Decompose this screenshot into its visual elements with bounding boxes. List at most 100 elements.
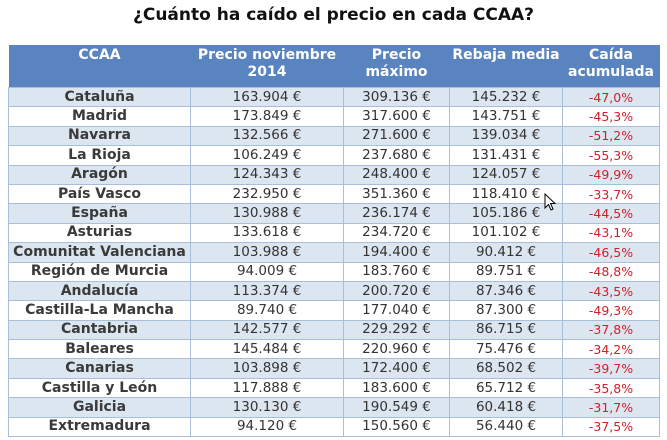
price-cell: 139.034 € (449, 125, 563, 147)
table-row: País Vasco 232.950 €351.360 €118.410 € -33… (8, 183, 660, 205)
price-cell: 124.343 € (190, 164, 344, 185)
price-cell: 94.009 € (190, 261, 344, 282)
price-cell: 271.600 € (343, 125, 450, 147)
table-row: Región de Murcia 94.009 €183.760 €89.751 … (8, 261, 660, 282)
table-row: Castilla y León 117.888 €183.600 €65.712 … (8, 377, 660, 399)
price-cell: 103.988 € (190, 242, 344, 263)
drop-percent-cell: -43,1% (562, 222, 660, 244)
price-cell: 150.560 € (343, 416, 450, 438)
region-name-cell: España (8, 203, 191, 224)
price-cell: 172.400 € (343, 358, 450, 379)
column-header: Precio máximo (343, 45, 450, 88)
price-cell: 163.904 € (190, 86, 344, 108)
price-cell: 132.566 € (190, 125, 344, 147)
price-cell: 113.374 € (190, 280, 344, 302)
region-name-cell: Madrid (8, 106, 191, 127)
drop-percent-cell: -45,3% (562, 106, 660, 127)
price-cell: 56.440 € (449, 416, 563, 438)
price-cell: 200.720 € (343, 280, 450, 302)
price-cell: 105.186 € (449, 203, 563, 224)
price-cell: 177.040 € (343, 300, 450, 321)
drop-percent-cell: -44,5% (562, 203, 660, 224)
price-cell: 248.400 € (343, 164, 450, 185)
price-cell: 118.410 € (449, 183, 563, 205)
price-cell: 190.549 € (343, 397, 450, 418)
drop-percent-cell: -35,8% (562, 377, 660, 399)
region-name-cell: Región de Murcia (8, 261, 191, 282)
mouse-cursor-icon (544, 193, 557, 211)
column-header: Caída acumulada (562, 45, 660, 88)
price-cell: 234.720 € (343, 222, 450, 244)
region-name-cell: Castilla y León (8, 377, 191, 399)
drop-percent-cell: -49,9% (562, 164, 660, 185)
table-row: Castilla-La Mancha 89.740 €177.040 €87.30… (8, 300, 660, 321)
drop-percent-cell: -51,2% (562, 125, 660, 147)
header-row: CCAA Precio noviembre 2014 Precio máximo Re… (8, 45, 660, 88)
drop-percent-cell: -34,2% (562, 339, 660, 360)
region-name-cell: Aragón (8, 164, 191, 185)
region-name-cell: La Rioja (8, 145, 191, 166)
price-cell: 145.484 € (190, 339, 344, 360)
price-cell: 101.102 € (449, 222, 563, 244)
drop-percent-cell: -47,0% (562, 86, 660, 108)
region-name-cell: Galicia (8, 397, 191, 418)
region-name-cell: Navarra (8, 125, 191, 147)
price-cell: 309.136 € (343, 86, 450, 108)
table-row: Baleares 145.484 €220.960 €75.476 € -34,2% (8, 339, 660, 360)
price-cell: 130.988 € (190, 203, 344, 224)
price-cell: 60.418 € (449, 397, 563, 418)
region-name-cell: País Vasco (8, 183, 191, 205)
price-cell: 173.849 € (190, 106, 344, 127)
table-row: Asturias 133.618 €234.720 €101.102 € -43,1… (8, 222, 660, 244)
price-cell: 89.751 € (449, 261, 563, 282)
price-cell: 131.431 € (449, 145, 563, 166)
region-name-cell: Extremadura (8, 416, 191, 438)
column-header: Precio noviembre 2014 (190, 45, 344, 88)
price-cell: 145.232 € (449, 86, 563, 108)
drop-percent-cell: -31,7% (562, 397, 660, 418)
price-cell: 124.057 € (449, 164, 563, 185)
ccaa-price-table: CCAA Precio noviembre 2014 Precio máximo Re… (8, 45, 660, 438)
drop-percent-cell: -37,5% (562, 416, 660, 438)
price-cell: 87.300 € (449, 300, 563, 321)
table-row: Cantabria 142.577 €229.292 €86.715 € -37,8… (8, 319, 660, 341)
drop-percent-cell: -48,8% (562, 261, 660, 282)
price-cell: 236.174 € (343, 203, 450, 224)
price-cell: 194.400 € (343, 242, 450, 263)
region-name-cell: Cataluña (8, 86, 191, 108)
price-cell: 89.740 € (190, 300, 344, 321)
table-row: Galicia 130.130 €190.549 €60.418 € -31,7% (8, 397, 660, 418)
drop-percent-cell: -39,7% (562, 358, 660, 379)
price-cell: 68.502 € (449, 358, 563, 379)
price-cell: 183.600 € (343, 377, 450, 399)
price-cell: 75.476 € (449, 339, 563, 360)
drop-percent-cell: -46,5% (562, 242, 660, 263)
table-row: Comunitat Valenciana 103.988 €194.400 €90… (8, 242, 660, 263)
price-cell: 143.751 € (449, 106, 563, 127)
price-cell: 106.249 € (190, 145, 344, 166)
price-cell: 317.600 € (343, 106, 450, 127)
price-cell: 117.888 € (190, 377, 344, 399)
price-cell: 232.950 € (190, 183, 344, 205)
price-cell: 133.618 € (190, 222, 344, 244)
table-row: Canarias 103.898 €172.400 €68.502 € -39,7% (8, 358, 660, 379)
region-name-cell: Castilla-La Mancha (8, 300, 191, 321)
table-row: La Rioja 106.249 €237.680 €131.431 € -55,3… (8, 145, 660, 166)
price-cell: 90.412 € (449, 242, 563, 263)
column-header: Rebaja media (449, 45, 563, 88)
price-cell: 220.960 € (343, 339, 450, 360)
table-title: ¿Cuánto ha caído el precio en cada CCAA? (132, 5, 535, 25)
price-cell: 351.360 € (343, 183, 450, 205)
price-cell: 65.712 € (449, 377, 563, 399)
price-cell: 130.130 € (190, 397, 344, 418)
price-cell: 94.120 € (190, 416, 344, 438)
table-row: Navarra 132.566 €271.600 €139.034 € -51,2% (8, 125, 660, 147)
region-name-cell: Asturias (8, 222, 191, 244)
table-row: Cataluña 163.904 €309.136 €145.232 € -47,0… (8, 86, 660, 108)
price-cell: 229.292 € (343, 319, 450, 341)
price-cell: 183.760 € (343, 261, 450, 282)
region-name-cell: Comunitat Valenciana (8, 242, 191, 263)
table-row: Madrid 173.849 €317.600 €143.751 € -45,3% (8, 106, 660, 127)
region-name-cell: Baleares (8, 339, 191, 360)
price-cell: 103.898 € (190, 358, 344, 379)
